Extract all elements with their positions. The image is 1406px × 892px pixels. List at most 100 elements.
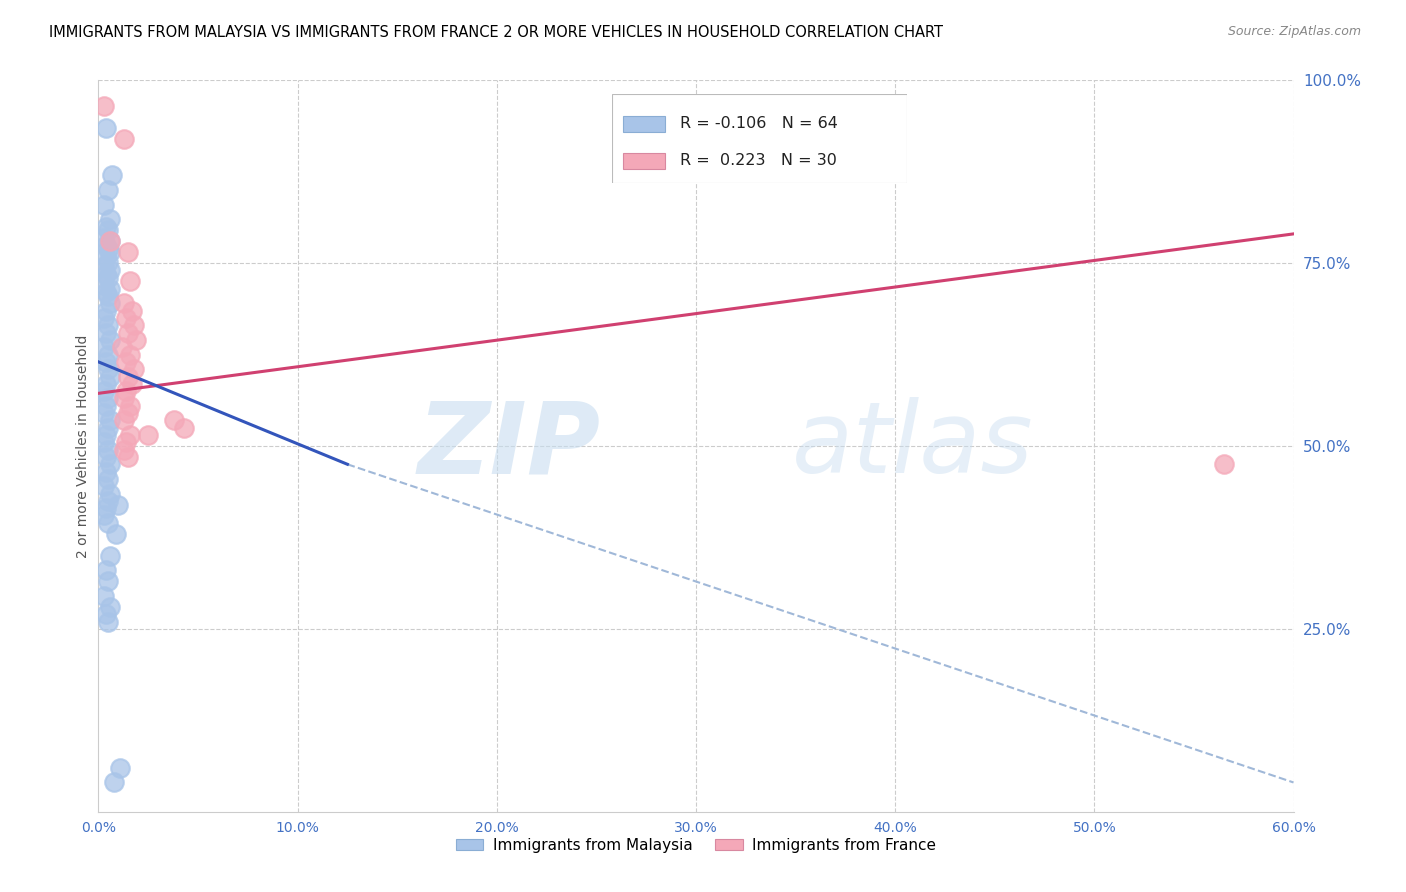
Point [97, 289, 120, 303]
Point [96, 355, 118, 369]
Point [120, 428, 142, 442]
Point [101, 169, 124, 183]
Point [97, 442, 120, 457]
Point [97, 183, 120, 197]
Point [96, 501, 118, 516]
Point [93, 310, 115, 325]
Point [96, 267, 118, 281]
Point [93, 508, 115, 523]
Point [96, 607, 118, 622]
Point [110, 761, 132, 775]
Point [98, 296, 122, 310]
Point [111, 340, 134, 354]
Point [98, 413, 122, 427]
Point [117, 245, 139, 260]
Point [97, 494, 120, 508]
Point [120, 275, 142, 289]
Point [97, 347, 120, 362]
Point [96, 399, 118, 413]
Point [98, 599, 122, 614]
Point [120, 399, 142, 413]
Point [98, 282, 122, 296]
Point [112, 392, 135, 406]
Point [97, 362, 120, 376]
Point [93, 435, 115, 450]
Point [98, 263, 122, 277]
Point [98, 457, 122, 471]
Point [93, 406, 115, 420]
Point [96, 376, 118, 391]
Point [97, 254, 120, 268]
Point [93, 99, 115, 113]
Point [98, 234, 122, 248]
Point [98, 234, 122, 248]
Point [98, 245, 122, 260]
Point [93, 340, 115, 354]
Point [97, 615, 120, 629]
Point [115, 384, 138, 399]
Point [96, 303, 118, 318]
Y-axis label: 2 or more Vehicles in Household: 2 or more Vehicles in Household [76, 334, 90, 558]
Point [98, 486, 122, 500]
Point [96, 237, 118, 252]
Text: ZIP: ZIP [418, 398, 600, 494]
Text: R = -0.106   N = 64: R = -0.106 N = 64 [679, 117, 838, 131]
Point [112, 413, 135, 427]
Point [121, 303, 143, 318]
Point [97, 516, 120, 530]
Point [93, 479, 115, 493]
Point [97, 472, 120, 486]
Point [97, 421, 120, 435]
Point [115, 355, 138, 369]
Text: Source: ZipAtlas.com: Source: ZipAtlas.com [1227, 25, 1361, 38]
Point [96, 465, 118, 479]
Point [98, 333, 122, 347]
Point [98, 549, 122, 563]
Point [136, 428, 159, 442]
Point [117, 326, 139, 340]
Point [1212, 457, 1234, 471]
Text: atlas: atlas [792, 398, 1033, 494]
Point [96, 285, 118, 300]
Point [96, 428, 118, 442]
Point [97, 242, 120, 256]
Point [96, 250, 118, 264]
Point [117, 450, 139, 464]
Point [97, 392, 120, 406]
Point [96, 563, 118, 577]
Point [112, 296, 135, 310]
Point [103, 775, 125, 789]
Point [96, 219, 118, 234]
Point [115, 310, 138, 325]
Text: R =  0.223   N = 30: R = 0.223 N = 30 [679, 153, 837, 168]
Point [93, 260, 115, 274]
Legend: Immigrants from Malaysia, Immigrants from France: Immigrants from Malaysia, Immigrants fro… [450, 831, 942, 859]
Point [97, 574, 120, 589]
Point [173, 421, 195, 435]
Point [96, 120, 118, 135]
FancyBboxPatch shape [623, 153, 665, 169]
Point [96, 326, 118, 340]
Point [97, 318, 120, 333]
Point [112, 132, 135, 146]
Point [117, 406, 139, 420]
Point [93, 278, 115, 293]
Point [121, 376, 143, 391]
Point [124, 318, 146, 333]
Point [93, 589, 115, 603]
Point [93, 197, 115, 211]
Point [98, 212, 122, 227]
Point [125, 333, 148, 347]
Point [105, 526, 128, 541]
Point [115, 435, 138, 450]
Point [112, 442, 135, 457]
Point [163, 413, 186, 427]
Point [93, 230, 115, 244]
Point [96, 450, 118, 464]
Point [97, 223, 120, 237]
FancyBboxPatch shape [623, 116, 665, 132]
Point [117, 369, 139, 384]
FancyBboxPatch shape [612, 94, 907, 183]
Point [97, 270, 120, 285]
Point [107, 498, 129, 512]
